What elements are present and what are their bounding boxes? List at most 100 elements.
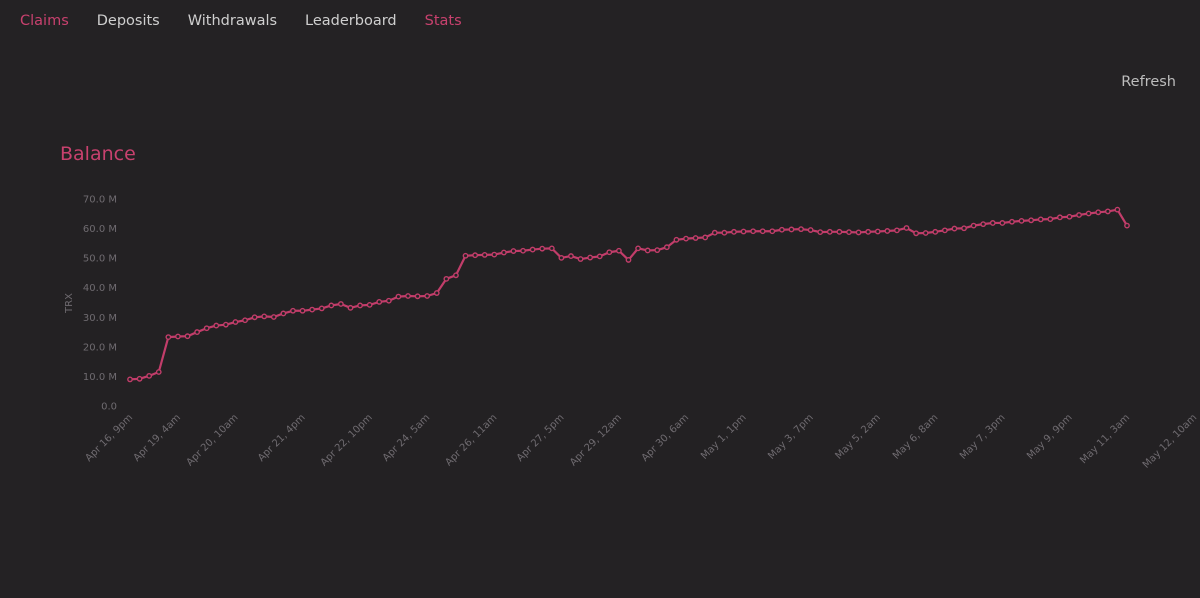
- data-point[interactable]: [1047, 216, 1054, 223]
- data-point[interactable]: [395, 293, 402, 300]
- data-point[interactable]: [261, 313, 268, 320]
- data-point[interactable]: [357, 302, 363, 309]
- data-point[interactable]: [635, 245, 641, 252]
- data-point[interactable]: [663, 244, 670, 251]
- data-point[interactable]: [922, 230, 929, 236]
- data-point[interactable]: [500, 249, 507, 256]
- data-point[interactable]: [654, 247, 661, 254]
- data-point[interactable]: [328, 302, 335, 309]
- data-point[interactable]: [155, 369, 162, 375]
- data-point[interactable]: [424, 293, 431, 299]
- data-point[interactable]: [127, 376, 133, 383]
- data-point[interactable]: [194, 329, 201, 335]
- data-point[interactable]: [337, 301, 344, 307]
- data-point[interactable]: [414, 293, 421, 300]
- data-point[interactable]: [453, 272, 459, 279]
- data-point[interactable]: [270, 314, 277, 320]
- data-point[interactable]: [1056, 214, 1063, 221]
- data-point[interactable]: [520, 247, 526, 254]
- data-point[interactable]: [481, 251, 488, 258]
- data-point[interactable]: [989, 220, 996, 226]
- data-point[interactable]: [146, 372, 153, 379]
- data-point[interactable]: [1037, 216, 1044, 223]
- refresh-button[interactable]: Refresh: [1121, 74, 1176, 90]
- data-point[interactable]: [644, 247, 651, 254]
- data-point[interactable]: [836, 228, 843, 235]
- data-point[interactable]: [616, 247, 622, 254]
- data-point[interactable]: [798, 226, 804, 233]
- data-point[interactable]: [606, 249, 613, 256]
- data-point[interactable]: [558, 254, 565, 261]
- data-point[interactable]: [941, 227, 948, 234]
- data-point[interactable]: [702, 234, 709, 241]
- nav-stats[interactable]: Stats: [424, 13, 462, 29]
- data-point[interactable]: [433, 290, 440, 296]
- data-point[interactable]: [807, 227, 814, 233]
- data-point[interactable]: [980, 221, 987, 228]
- data-point[interactable]: [529, 246, 536, 253]
- data-point[interactable]: [577, 256, 584, 262]
- data-point[interactable]: [961, 225, 967, 232]
- data-point[interactable]: [443, 275, 450, 282]
- data-point[interactable]: [759, 228, 766, 235]
- data-point[interactable]: [385, 297, 392, 304]
- data-point[interactable]: [846, 229, 852, 236]
- data-point[interactable]: [778, 226, 785, 233]
- data-point[interactable]: [903, 225, 910, 231]
- nav-leaderboard[interactable]: Leaderboard: [305, 13, 397, 29]
- data-point[interactable]: [175, 333, 181, 340]
- data-point[interactable]: [750, 228, 757, 235]
- data-point[interactable]: [913, 230, 919, 237]
- data-point[interactable]: [932, 228, 939, 235]
- data-point[interactable]: [299, 307, 306, 314]
- data-point[interactable]: [826, 228, 833, 235]
- data-point[interactable]: [462, 252, 469, 259]
- data-point[interactable]: [1028, 217, 1035, 224]
- data-point[interactable]: [539, 245, 546, 252]
- data-point[interactable]: [376, 299, 383, 305]
- data-point[interactable]: [951, 225, 958, 232]
- data-point[interactable]: [232, 319, 239, 325]
- data-point[interactable]: [999, 220, 1006, 226]
- data-point[interactable]: [318, 305, 325, 312]
- data-point[interactable]: [405, 293, 411, 299]
- data-point[interactable]: [1018, 217, 1025, 224]
- data-point[interactable]: [1104, 208, 1111, 215]
- data-point[interactable]: [251, 314, 258, 321]
- data-point[interactable]: [894, 227, 900, 234]
- data-point[interactable]: [587, 254, 594, 261]
- data-point[interactable]: [1009, 218, 1015, 225]
- data-point[interactable]: [1114, 206, 1121, 213]
- data-point[interactable]: [548, 245, 555, 252]
- data-point[interactable]: [203, 325, 210, 332]
- data-point[interactable]: [165, 334, 172, 340]
- data-point[interactable]: [472, 252, 479, 259]
- data-point[interactable]: [491, 251, 498, 258]
- data-point[interactable]: [817, 229, 824, 236]
- data-point[interactable]: [692, 235, 699, 241]
- nav-withdrawals[interactable]: Withdrawals: [187, 13, 278, 29]
- nav-claims[interactable]: Claims: [20, 13, 69, 29]
- data-point[interactable]: [970, 222, 977, 229]
- data-point[interactable]: [721, 229, 728, 236]
- data-point[interactable]: [213, 322, 220, 329]
- data-point[interactable]: [290, 307, 296, 314]
- data-point[interactable]: [280, 310, 287, 317]
- data-point[interactable]: [865, 228, 872, 235]
- data-point[interactable]: [1124, 222, 1130, 229]
- data-point[interactable]: [683, 235, 689, 242]
- data-point[interactable]: [366, 301, 373, 308]
- data-point[interactable]: [1076, 212, 1082, 218]
- data-point[interactable]: [740, 228, 747, 235]
- data-point[interactable]: [788, 226, 795, 233]
- data-point[interactable]: [769, 228, 776, 235]
- data-point[interactable]: [731, 228, 737, 235]
- data-point[interactable]: [568, 253, 574, 259]
- data-point[interactable]: [673, 236, 680, 243]
- data-point[interactable]: [222, 321, 229, 328]
- data-point[interactable]: [874, 228, 881, 235]
- data-point[interactable]: [596, 253, 603, 260]
- data-point[interactable]: [711, 229, 718, 236]
- data-point[interactable]: [1095, 209, 1102, 216]
- data-point[interactable]: [184, 333, 191, 340]
